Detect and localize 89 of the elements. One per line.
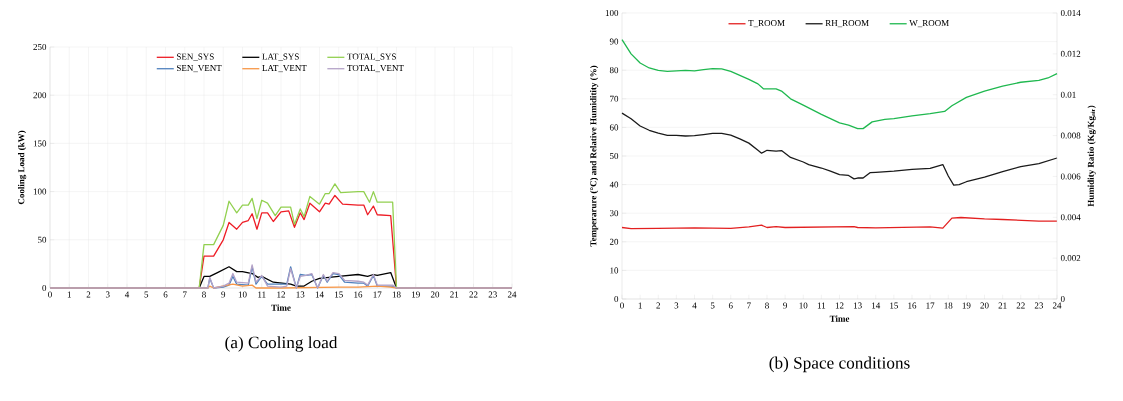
- x-tick-label: 20: [980, 302, 989, 309]
- y-tick-label: 250: [33, 43, 47, 51]
- x-tick-label: 6: [728, 302, 733, 309]
- x-tick-label: 6: [163, 291, 168, 298]
- x-tick-label: 8: [202, 291, 206, 298]
- y-tick-label: 100: [33, 188, 47, 195]
- text: (b) Space conditions: [769, 356, 910, 373]
- y2-tick-label: 0.004: [1060, 214, 1081, 221]
- legend-label: W_ROOM: [909, 20, 949, 28]
- x-tick-label: 24: [1052, 302, 1062, 309]
- x-tick-label: 4: [124, 291, 130, 298]
- x-tick-label: 0: [620, 302, 624, 309]
- y-tick-label: 10: [610, 267, 619, 274]
- x-tick-label: 13: [853, 302, 862, 309]
- x-tick-label: 19: [962, 302, 971, 309]
- y2-tick-label: 0.01: [1060, 91, 1076, 98]
- x-tick-label: 7: [183, 291, 187, 298]
- y2-tick-label: 0.014: [1060, 9, 1081, 17]
- y-tick-label: 30: [609, 210, 619, 217]
- legend-label: LAT_SYS: [262, 53, 299, 61]
- x-tick-label: 5: [710, 302, 715, 309]
- y-tick-label: 50: [38, 236, 47, 243]
- y2-tick-label: 0.008: [1060, 132, 1081, 139]
- x-tick-label: 20: [430, 291, 440, 298]
- x-tick-label: 18: [944, 302, 953, 309]
- legend-label: TOTAL_SYS: [347, 53, 396, 61]
- text: (a) Cooling load: [225, 336, 338, 352]
- y-tick-label: 100: [605, 9, 619, 17]
- x-tick-label: 4: [692, 302, 697, 309]
- x-tick-label: 11: [258, 291, 266, 298]
- legend-label: TOTAL_VENT: [347, 65, 404, 73]
- y-tick-label: 200: [33, 92, 47, 99]
- x-tick-label: 14: [872, 302, 881, 309]
- x-tick-label: 9: [783, 302, 787, 309]
- legend-label: RH_ROOM: [825, 20, 869, 28]
- x-tick-label: 19: [412, 291, 420, 298]
- x-tick-label: 23: [488, 291, 497, 298]
- x-tick-label: 1: [67, 291, 71, 298]
- legend-label: LAT_VENT: [262, 65, 307, 73]
- x-tick-label: 22: [1016, 302, 1025, 309]
- x-tick-label: 10: [799, 302, 808, 309]
- x-tick-label: 15: [335, 291, 343, 298]
- y-tick-label: 60: [609, 124, 619, 131]
- x-tick-label: 3: [105, 291, 110, 298]
- x-tick-label: 15: [890, 302, 899, 309]
- legend-label: SEN_SYS: [177, 53, 214, 61]
- x-axis-title: Time: [271, 304, 291, 311]
- x-tick-label: 18: [392, 291, 401, 298]
- x-tick-label: 12: [277, 291, 285, 298]
- y-tick-label: 0: [42, 284, 47, 292]
- x-tick-label: 13: [296, 291, 305, 298]
- y2-tick-label: 0.006: [1060, 173, 1081, 180]
- x-tick-label: 8: [765, 302, 769, 309]
- legend-label: SEN_VENT: [177, 65, 222, 73]
- x-tick-label: 9: [221, 291, 226, 298]
- x-tick-label: 21: [450, 291, 459, 298]
- y-axis-title: Cooling Load (kW): [17, 130, 27, 205]
- x-tick-label: 14: [315, 291, 324, 298]
- x-tick-label: 17: [926, 302, 935, 309]
- x-tick-label: 16: [354, 291, 363, 298]
- legend-label: T_ROOM: [748, 20, 785, 28]
- x-tick-label: 22: [469, 291, 478, 298]
- y-tick-label: 90: [609, 38, 619, 45]
- x-tick-label: 0: [48, 291, 52, 298]
- x-axis-title: Time: [829, 315, 850, 322]
- y2-tick-label: 0.002: [1060, 255, 1081, 262]
- x-tick-label: 2: [656, 302, 660, 309]
- x-tick-label: 23: [1034, 302, 1044, 309]
- x-tick-label: 2: [86, 291, 91, 298]
- x-tick-label: 24: [507, 291, 517, 298]
- y-tick-label: 70: [610, 95, 619, 102]
- y2-tick-label: 0.012: [1060, 50, 1081, 57]
- y-tick-label: 50: [610, 152, 619, 160]
- x-tick-label: 1: [638, 302, 642, 309]
- x-tick-label: 11: [817, 302, 826, 309]
- x-tick-label: 7: [747, 302, 751, 309]
- x-tick-label: 21: [998, 302, 1007, 309]
- y-tick-label: 20: [609, 238, 619, 245]
- x-tick-label: 17: [373, 291, 382, 298]
- x-tick-label: 5: [144, 291, 149, 298]
- x-tick-label: 3: [674, 302, 679, 309]
- y2-axis-title: Humidity Ratio (Kg/Kg$_{air}$): [1087, 105, 1096, 207]
- y-tick-label: 40: [609, 181, 619, 188]
- y-axis-title: Temperarure (°C) and Relative Humiditity (%): [590, 65, 599, 247]
- x-tick-label: 16: [908, 302, 917, 309]
- y-tick-label: 80: [609, 67, 619, 74]
- y-tick-label: 150: [33, 140, 47, 147]
- x-tick-label: 12: [835, 302, 844, 309]
- x-tick-label: 10: [238, 291, 247, 298]
